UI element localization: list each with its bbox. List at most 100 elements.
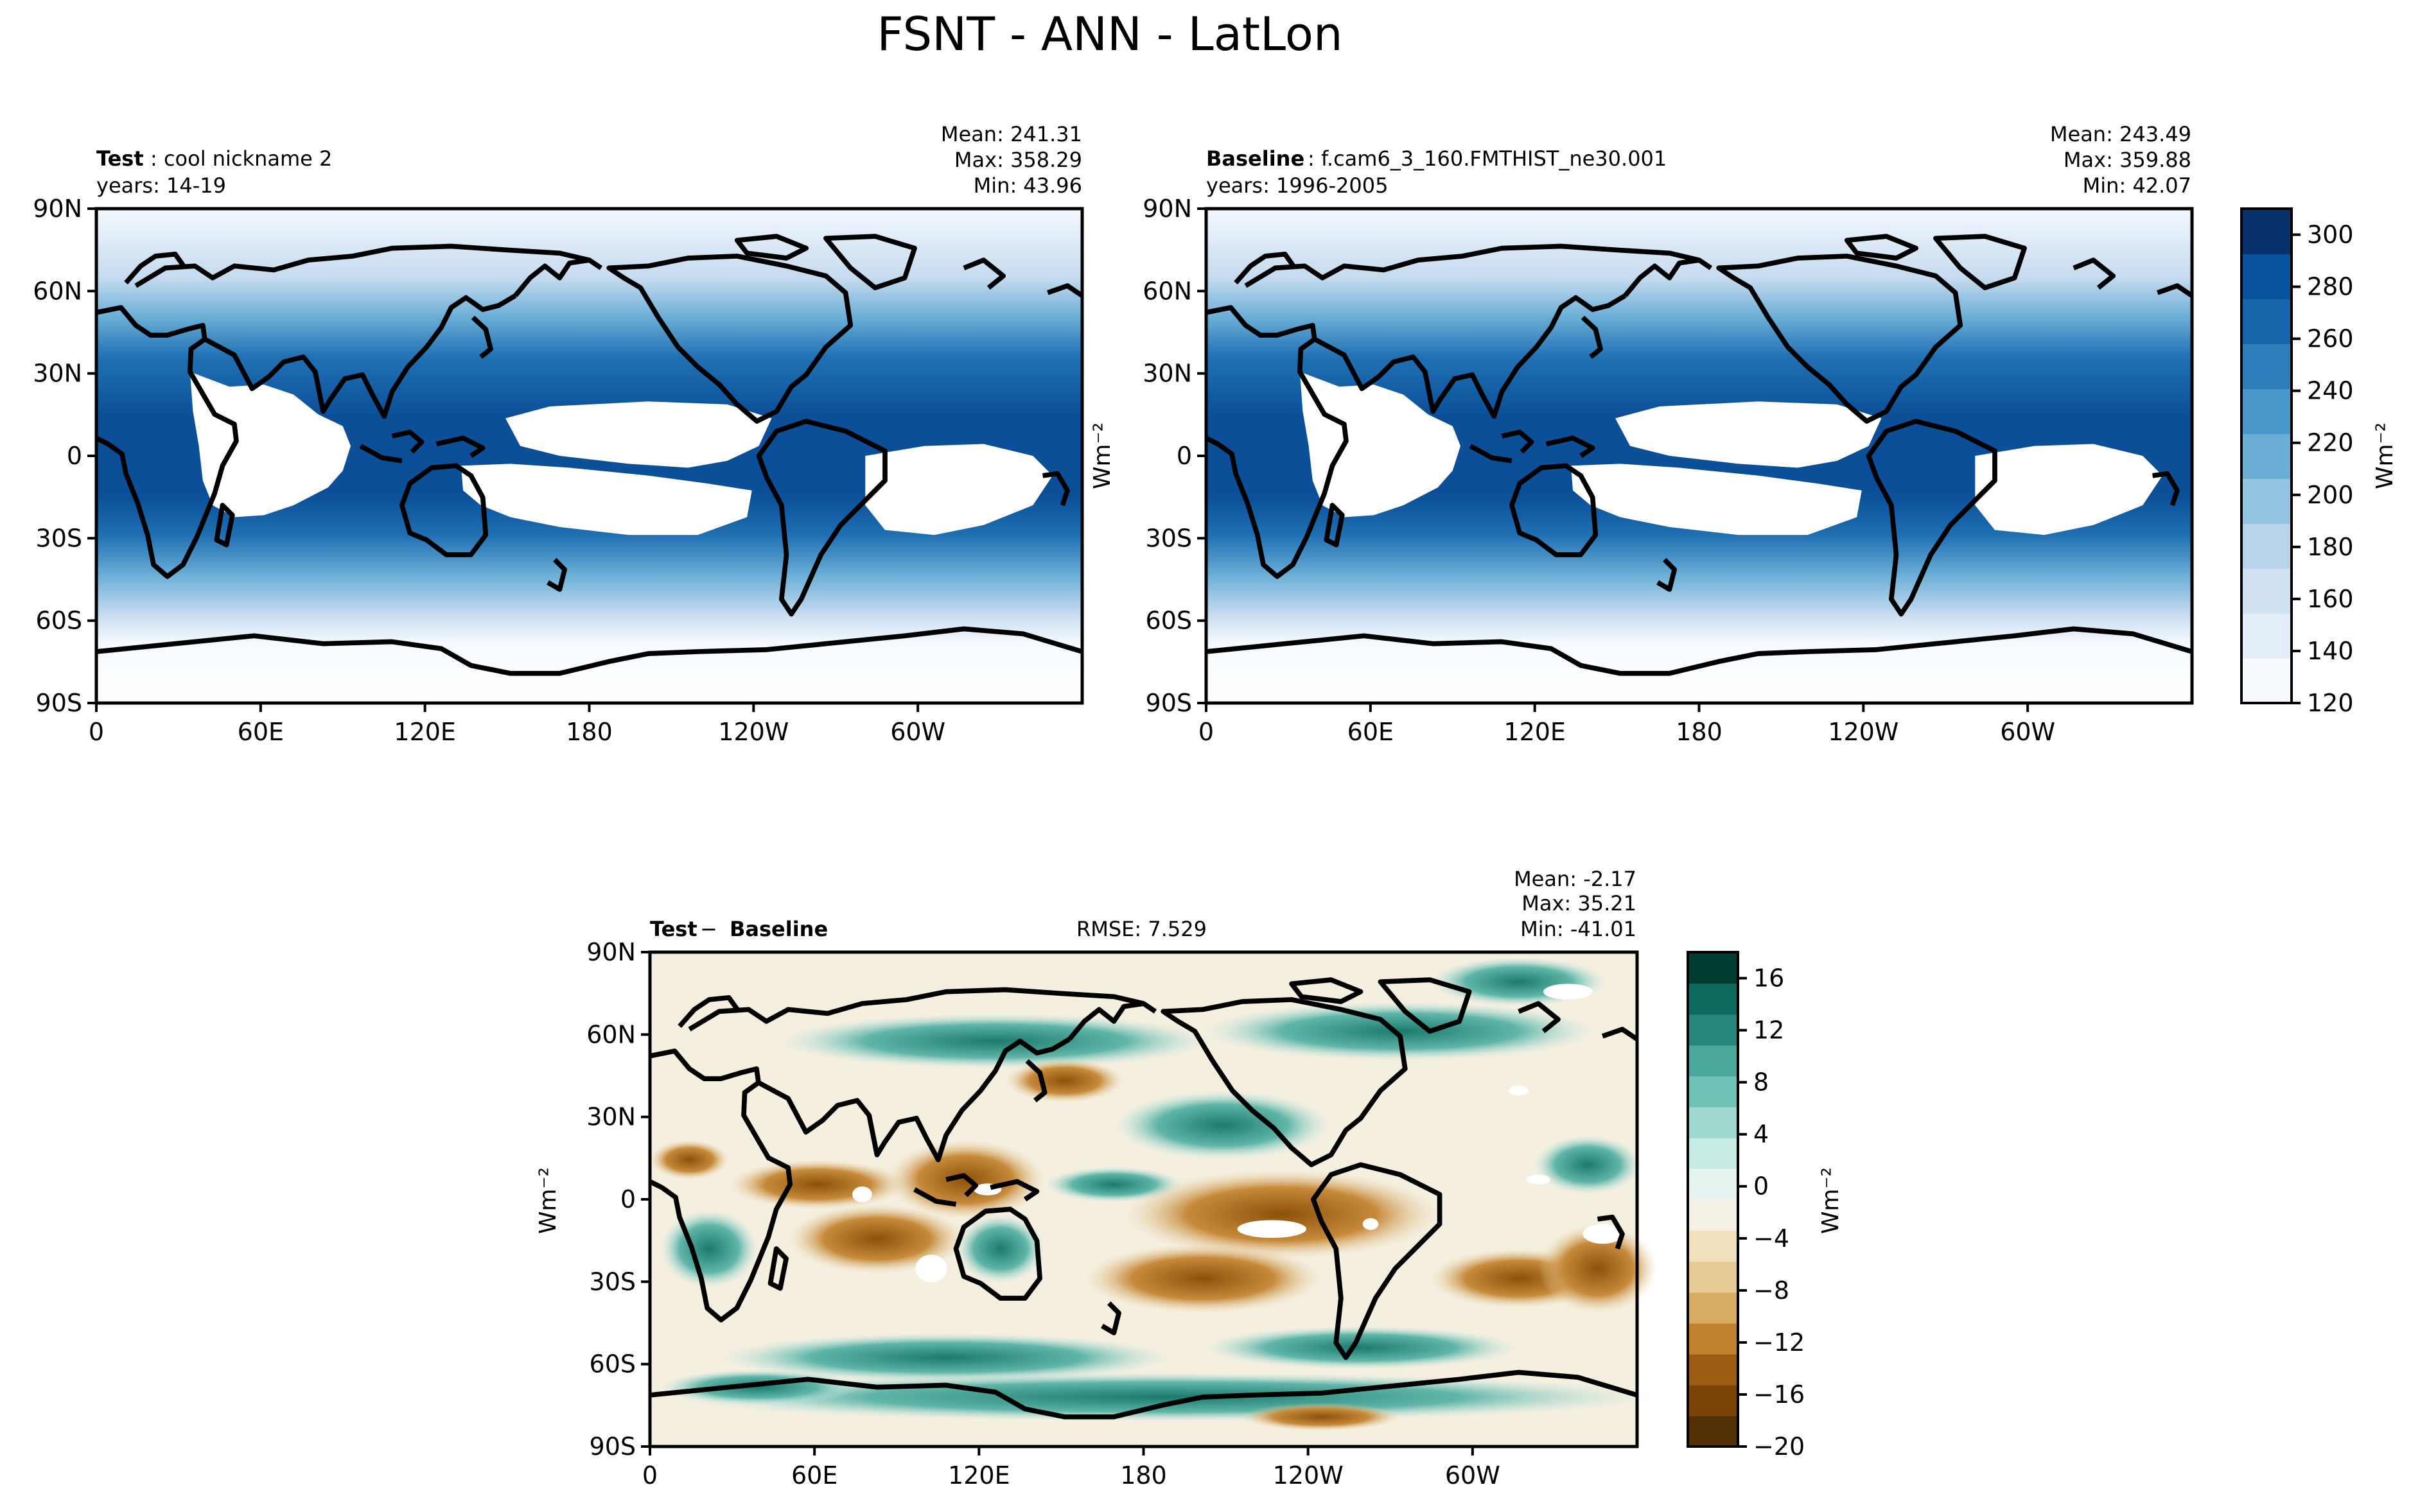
- lat-tick-label: 30N: [586, 1103, 636, 1131]
- test-label: : cool nickname 2: [150, 146, 332, 171]
- lon-tick-label: 120E: [1504, 718, 1566, 746]
- lon-tick-label: 60E: [1347, 718, 1394, 746]
- baseline-max: Max: 359.88: [2064, 148, 2191, 172]
- baseline-label: : f.cam6_3_160.FMTHIST_ne30.001: [1308, 146, 1667, 171]
- test-lat-axis: 90N 60N 30N 0 30S 60S 90S: [33, 195, 96, 717]
- lon-tick-label: 120W: [1273, 1461, 1344, 1490]
- main-colorbar-band: [2241, 478, 2292, 524]
- diff-lon-axis: 0 60E 120E 180 120W 60W: [642, 1447, 1500, 1490]
- diff-colorbar-tick-label: −8: [1753, 1276, 1789, 1305]
- diff-map: [650, 952, 1657, 1447]
- main-colorbar-band: [2241, 209, 2292, 254]
- diff-colorbar-tick-label: −16: [1753, 1380, 1805, 1409]
- baseline-mean: Mean: 243.49: [2050, 122, 2191, 146]
- lat-tick-label: 60S: [36, 607, 82, 635]
- diff-colorbar-tick-label: 12: [1753, 1016, 1784, 1045]
- lat-tick-label: 60N: [33, 277, 82, 305]
- test-panel: Test : cool nickname 2 years: 14-19 Mean…: [33, 122, 1082, 746]
- lat-tick-label: 60S: [1146, 607, 1192, 635]
- diff-colorbar-band: [1688, 1045, 1738, 1077]
- lat-tick-label: 90S: [36, 689, 82, 717]
- test-mean: Mean: 241.31: [941, 122, 1082, 146]
- diff-colorbar: 16 12 8 4 0 −4 −8 −12 −16 −20 Wm⁻²: [1687, 951, 1844, 1461]
- baseline-lon-axis: 0 60E 120E 180 120W 60W: [1198, 703, 2055, 746]
- diff-label-base: Baseline: [730, 917, 828, 941]
- main-colorbar-tick-label: 240: [2307, 377, 2354, 405]
- lat-tick-label: 30S: [1146, 524, 1192, 552]
- lat-tick-label: 60N: [1143, 277, 1192, 305]
- main-colorbar-band: [2241, 658, 2292, 704]
- main-colorbar-band: [2241, 343, 2292, 389]
- lat-tick-label: 30N: [1143, 360, 1192, 388]
- lon-tick-label: 180: [1120, 1461, 1167, 1490]
- diff-colorbar-band: [1688, 1292, 1738, 1324]
- main-colorbar-tick-label: 160: [2307, 585, 2354, 613]
- test-label-bold: Test: [96, 146, 144, 171]
- diff-colorbar-tick-label: −4: [1753, 1224, 1789, 1253]
- baseline-map: [1206, 209, 2192, 703]
- main-colorbar-band: [2241, 388, 2292, 434]
- baseline-years: years: 1996-2005: [1206, 173, 1388, 198]
- test-lon-axis: 0 60E 120E 180 120W 60W: [89, 703, 945, 746]
- diff-colorbar-tick-label: 0: [1753, 1172, 1769, 1201]
- lat-tick-label: 90N: [1143, 195, 1192, 223]
- main-colorbar-tick-label: 260: [2307, 325, 2354, 353]
- diff-rmse: RMSE: 7.529: [1076, 917, 1207, 941]
- baseline-ylabel: Wm⁻²: [1089, 422, 1116, 489]
- diff-colorbar-band: [1688, 1415, 1738, 1447]
- main-colorbar-tick-label: 220: [2307, 429, 2354, 457]
- main-colorbar-tick-label: 280: [2307, 273, 2354, 301]
- lon-tick-label: 120W: [718, 718, 789, 746]
- lon-tick-label: 120W: [1828, 718, 1898, 746]
- lon-tick-label: 60W: [2000, 718, 2055, 746]
- lon-tick-label: 180: [566, 718, 613, 746]
- main-colorbar-band: [2241, 254, 2292, 299]
- diff-colorbar-label: Wm⁻²: [1818, 1167, 1844, 1234]
- lat-tick-label: 90N: [33, 195, 82, 223]
- lat-tick-label: 0: [620, 1185, 636, 1213]
- diff-mean: Mean: -2.17: [1514, 867, 1636, 891]
- diff-colorbar-tick-label: 8: [1753, 1068, 1769, 1097]
- main-colorbar-tick-label: 200: [2307, 481, 2354, 509]
- diff-min: Min: -41.01: [1520, 917, 1636, 941]
- diff-colorbar-tick-label: 4: [1753, 1120, 1769, 1149]
- main-colorbar-label: Wm⁻²: [2372, 422, 2398, 489]
- lon-tick-label: 0: [642, 1461, 658, 1490]
- test-map: [96, 209, 1082, 703]
- diff-colorbar-band: [1688, 1261, 1738, 1293]
- diff-colorbar-tick-label: −12: [1753, 1328, 1805, 1357]
- lon-tick-label: 60W: [1445, 1461, 1500, 1490]
- diff-colorbar-band: [1688, 1323, 1738, 1355]
- diff-colorbar-band: [1688, 1168, 1738, 1200]
- figure-title: FSNT - ANN - LatLon: [877, 7, 1342, 61]
- diff-label-test: Test: [650, 917, 697, 941]
- lat-tick-label: 30N: [33, 360, 82, 388]
- baseline-min: Min: 42.07: [2083, 173, 2191, 198]
- main-colorbar-bands: [2241, 209, 2292, 704]
- main-colorbar-tick-label: 300: [2307, 221, 2354, 249]
- diff-colorbar-band: [1688, 983, 1738, 1015]
- diff-panel: Test − Baseline RMSE: 7.529 Mean: -2.17 …: [535, 867, 1657, 1490]
- test-max: Max: 358.29: [954, 148, 1082, 172]
- main-colorbar: 120 140 160 180 200 220 240 260 280 300 Wm⁻²: [2240, 207, 2398, 717]
- diff-colorbar-band: [1688, 1353, 1738, 1386]
- lon-tick-label: 120E: [394, 718, 456, 746]
- lon-tick-label: 180: [1676, 718, 1723, 746]
- lon-tick-label: 0: [89, 718, 104, 746]
- lat-tick-label: 90S: [590, 1432, 636, 1461]
- lon-tick-label: 0: [1198, 718, 1214, 746]
- main-colorbar-tick-label: 180: [2307, 533, 2354, 561]
- diff-colorbar-band: [1688, 1014, 1738, 1046]
- main-colorbar-band: [2241, 433, 2292, 479]
- diff-max: Max: 35.21: [1521, 891, 1636, 916]
- main-colorbar-tick-label: 140: [2307, 637, 2354, 665]
- diff-colorbar-tick-label: −20: [1753, 1432, 1805, 1461]
- baseline-label-bold: Baseline: [1206, 146, 1304, 171]
- baseline-lat-axis: 90N 60N 30N 0 30S 60S 90S: [1143, 195, 1206, 717]
- diff-colorbar-band: [1688, 1230, 1738, 1262]
- lat-tick-label: 0: [1177, 442, 1192, 470]
- diff-label-minus: −: [700, 917, 717, 941]
- test-min: Min: 43.96: [974, 173, 1082, 198]
- main-colorbar-ticks: 120 140 160 180 200 220 240 260 280 300: [2292, 221, 2354, 717]
